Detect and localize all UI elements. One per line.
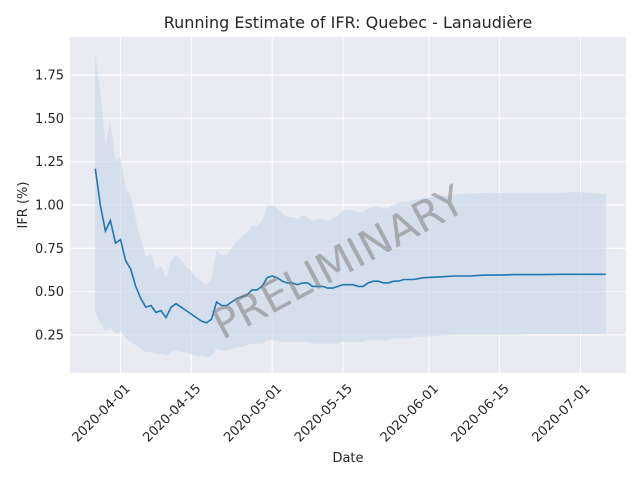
- y-axis: 0.25 0.50 0.75 1.00 1.25 1.50 1.75: [35, 69, 64, 344]
- x-axis: 2020-04-01 2020-04-15 2020-05-01 2020-05-15…: [70, 381, 594, 445]
- y-tick-label: 0.50: [35, 285, 64, 300]
- y-tick-label: 1.25: [35, 155, 64, 170]
- chart-title: Running Estimate of IFR: Quebec - Lanaud…: [164, 13, 533, 32]
- x-tick-label: 2020-05-15: [292, 381, 356, 445]
- estimate-line: [94, 168, 606, 324]
- x-tick-label: 2020-04-15: [140, 381, 204, 445]
- x-tick-label: 2020-06-01: [378, 381, 442, 445]
- y-tick-label: 1.75: [35, 69, 64, 84]
- x-tick-label: 2020-05-01: [221, 381, 285, 445]
- y-tick-label: 0.25: [35, 328, 64, 343]
- x-tick-label: 2020-07-01: [530, 381, 594, 445]
- y-tick-label: 0.75: [35, 242, 64, 257]
- confidence-band: [95, 52, 606, 358]
- x-axis-label: Date: [332, 451, 363, 466]
- x-tick-label: 2020-06-15: [449, 381, 513, 445]
- y-tick-label: 1.00: [35, 199, 64, 214]
- x-tick-label: 2020-04-01: [70, 381, 134, 445]
- y-tick-label: 1.50: [35, 112, 64, 127]
- y-axis-label: IFR (%): [16, 182, 31, 229]
